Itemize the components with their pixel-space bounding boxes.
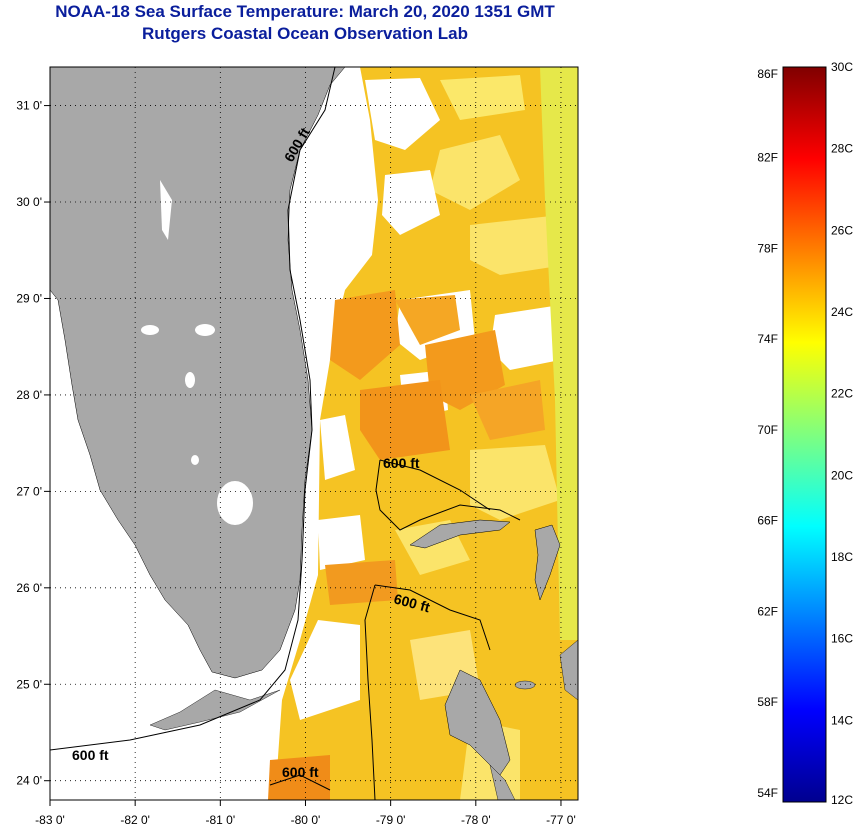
depth-contours [50,67,521,800]
lon-tick-label: -78 0' [461,813,491,827]
sst-coverage [268,67,578,800]
contour-label-south: 600 ft [282,764,319,780]
lon-tick-label: -77 0' [546,813,576,827]
lat-tick-label: 30 0' [16,195,42,209]
map-subtitle: Rutgers Coastal Ocean Observation Lab [142,24,468,43]
grand-bahama-island [409,519,511,549]
contour-label-keys: 600 ft [72,747,109,763]
lon-tick-label: -82 0' [120,813,150,827]
longitude-labels: -83 0' -82 0' -81 0' -80 0' -79 0' -78 0' -77 … [35,800,576,827]
lon-tick-label: -81 0' [205,813,235,827]
latitude-labels: 31 0' 30 0' 29 0' 28 0' 27 0' 26 0' 25 0' 24 0' [16,99,50,788]
contour-label-grand-bahama: 600 ft [383,455,420,471]
lat-tick-label: 25 0' [16,677,42,691]
lat-tick-label: 24 0' [16,774,42,788]
florida-landmass [50,67,346,679]
lon-tick-label: -79 0' [376,813,406,827]
map-frame [49,66,579,801]
lake-okeechobee [217,481,253,525]
lat-tick-label: 27 0' [16,484,42,498]
map-grid [50,67,578,800]
lat-tick-label: 26 0' [16,581,42,595]
lat-tick-label: 28 0' [16,388,42,402]
lat-tick-label: 31 0' [16,99,42,113]
lon-tick-label: -80 0' [291,813,321,827]
map-title: NOAA-18 Sea Surface Temperature: March 2… [55,2,555,21]
lon-tick-label: -83 0' [35,813,65,827]
lat-tick-label: 29 0' [16,291,42,305]
